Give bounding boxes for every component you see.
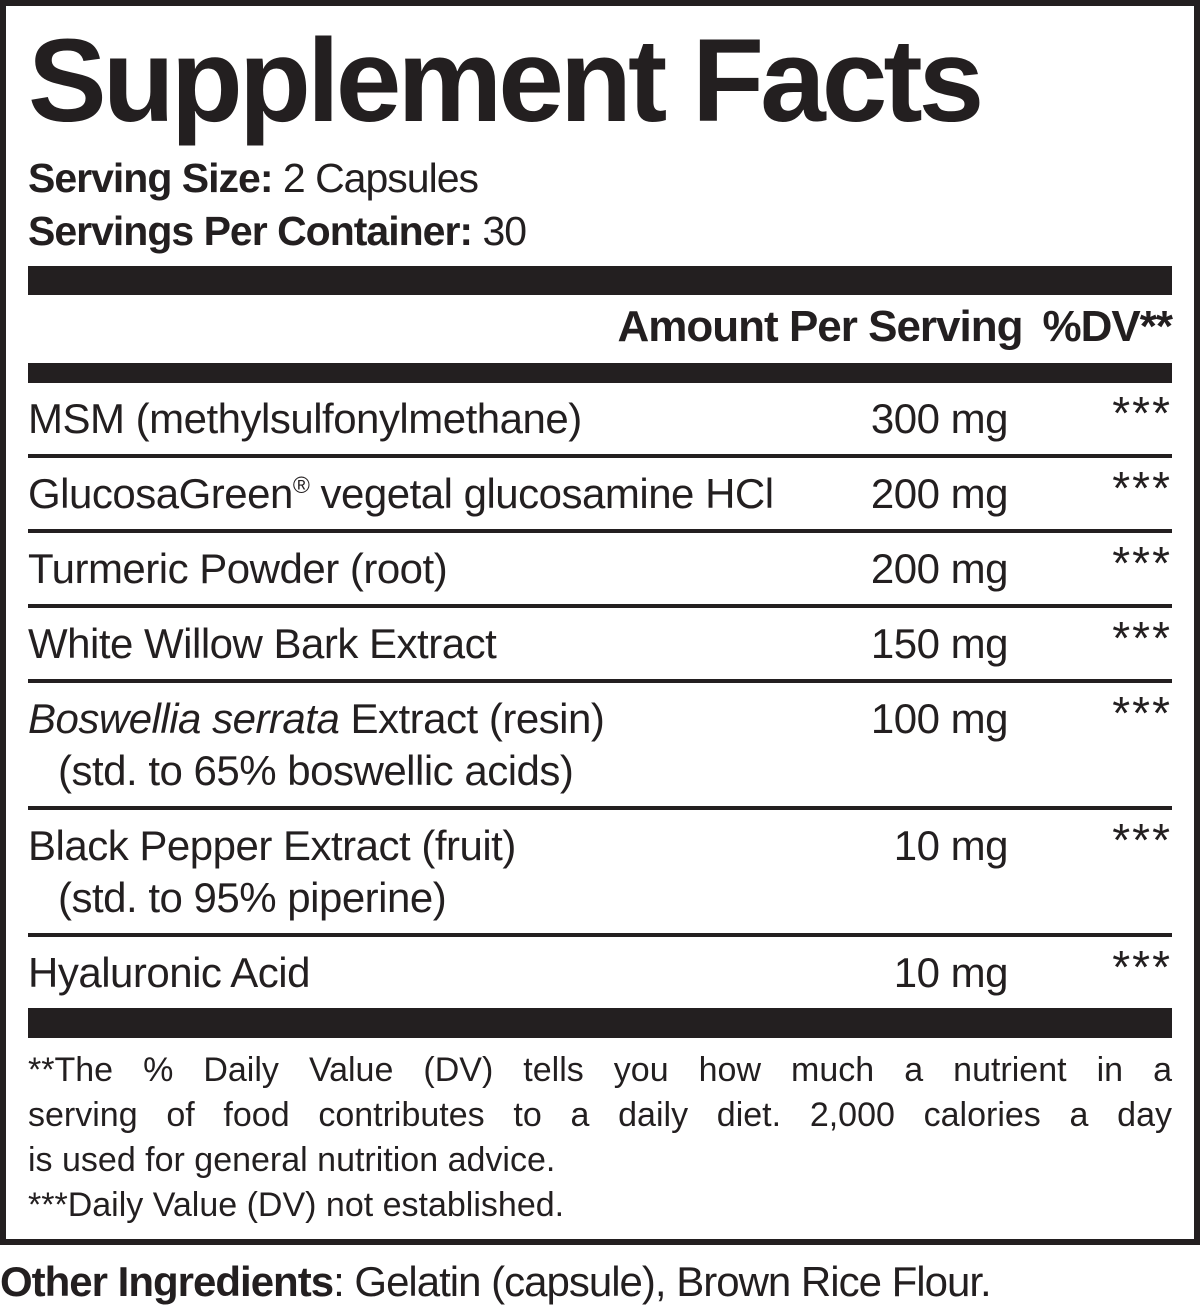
- ingredient-dv: ***: [1112, 387, 1172, 439]
- ingredient-amount: 100 mg: [870, 695, 1009, 742]
- ingredient-name: MSM (methylsulfonylmethane): [28, 395, 582, 442]
- ingredient-dv: ***: [1112, 537, 1172, 589]
- other-ingredients-value: : Gelatin (capsule), Brown Rice Flour.: [333, 1258, 992, 1305]
- ingredient-name-text: GlucosaGreen: [28, 470, 293, 517]
- divider-bar-header: [28, 363, 1172, 383]
- ingredient-dv: ***: [1112, 462, 1172, 514]
- ingredient-latin-name: Boswellia serrata: [28, 695, 340, 742]
- footnote-line: ***Daily Value (DV) not established.: [28, 1186, 565, 1224]
- ingredient-amount: 200 mg: [870, 545, 1009, 592]
- ingredient-amount: 300 mg: [870, 395, 1009, 442]
- registered-trademark-symbol: ®: [292, 472, 310, 498]
- divider-bar-top: [28, 266, 1172, 295]
- table-row: Turmeric Powder (root) 200 mg ***: [28, 533, 1172, 608]
- ingredient-standardization-note: (std. to 65% boswellic acids): [58, 747, 574, 794]
- column-header-amount: Amount Per Serving: [617, 302, 1024, 351]
- daily-value-footnote: **The % Daily Value (DV) tells you how m…: [28, 1038, 1172, 1228]
- ingredient-amount: 10 mg: [893, 822, 1009, 869]
- servings-per-container-value: 30: [472, 208, 527, 254]
- ingredient-name: Black Pepper Extract (fruit) (std. to 95…: [28, 820, 858, 924]
- ingredient-name-text: Extract (resin): [339, 695, 605, 742]
- divider-bar-bottom: [28, 1008, 1172, 1038]
- serving-size-label: Serving Size:: [28, 155, 273, 201]
- ingredient-name: Turmeric Powder (root): [28, 545, 448, 592]
- table-row: Boswellia serrata Extract (resin) (std. …: [28, 683, 1172, 810]
- other-ingredients-line: Other Ingredients: Gelatin (capsule), Br…: [0, 1258, 1200, 1306]
- serving-size-value: 2 Capsules: [272, 155, 479, 201]
- ingredient-name-main: Boswellia serrata Extract (resin): [28, 693, 858, 745]
- serving-size-line: Serving Size: 2 Capsules: [28, 152, 1172, 205]
- ingredient-name: GlucosaGreen® vegetal glucosamine HCl: [28, 468, 858, 520]
- table-row: Black Pepper Extract (fruit) (std. to 95…: [28, 810, 1172, 937]
- table-column-header: Amount Per Serving %DV**: [28, 295, 1173, 363]
- serving-info-block: Serving Size: 2 Capsules Servings Per Co…: [28, 152, 1172, 258]
- other-ingredients-label: Other Ingredients: [0, 1258, 334, 1305]
- supplement-facts-title: Supplement Facts: [28, 15, 984, 147]
- ingredient-dv: ***: [1112, 612, 1172, 664]
- ingredient-name-main: Black Pepper Extract (fruit): [28, 822, 516, 869]
- ingredient-dv: ***: [1112, 814, 1172, 866]
- ingredient-name: Boswellia serrata Extract (resin) (std. …: [28, 693, 858, 797]
- footnote-line: **The % Daily Value (DV) tells you how m…: [28, 1051, 1172, 1089]
- servings-per-container-line: Servings Per Container: 30: [28, 205, 1172, 258]
- supplement-facts-panel: Supplement Facts Serving Size: 2 Capsule…: [0, 0, 1200, 1245]
- ingredient-name-text: vegetal glucosamine HCl: [309, 470, 775, 517]
- table-row: White Willow Bark Extract 150 mg ***: [28, 608, 1172, 683]
- column-header-dv: %DV**: [1042, 302, 1173, 351]
- table-row: GlucosaGreen® vegetal glucosamine HCl 20…: [28, 458, 1172, 533]
- ingredient-standardization-note: (std. to 95% piperine): [58, 874, 447, 921]
- footnote-line: serving of food contributes to a daily d…: [28, 1096, 1172, 1134]
- ingredient-amount: 10 mg: [893, 949, 1009, 996]
- ingredient-dv: ***: [1112, 941, 1172, 993]
- table-row: Hyaluronic Acid 10 mg ***: [28, 937, 1172, 1008]
- footnote-line: is used for general nutrition advice.: [28, 1141, 556, 1179]
- ingredient-name: White Willow Bark Extract: [28, 620, 497, 667]
- servings-per-container-label: Servings Per Container:: [28, 208, 473, 254]
- table-row: MSM (methylsulfonylmethane) 300 mg ***: [28, 383, 1172, 458]
- ingredient-name: Hyaluronic Acid: [28, 949, 310, 996]
- ingredient-dv: ***: [1112, 687, 1172, 739]
- ingredient-amount: 200 mg: [870, 470, 1009, 517]
- ingredient-amount: 150 mg: [870, 620, 1009, 667]
